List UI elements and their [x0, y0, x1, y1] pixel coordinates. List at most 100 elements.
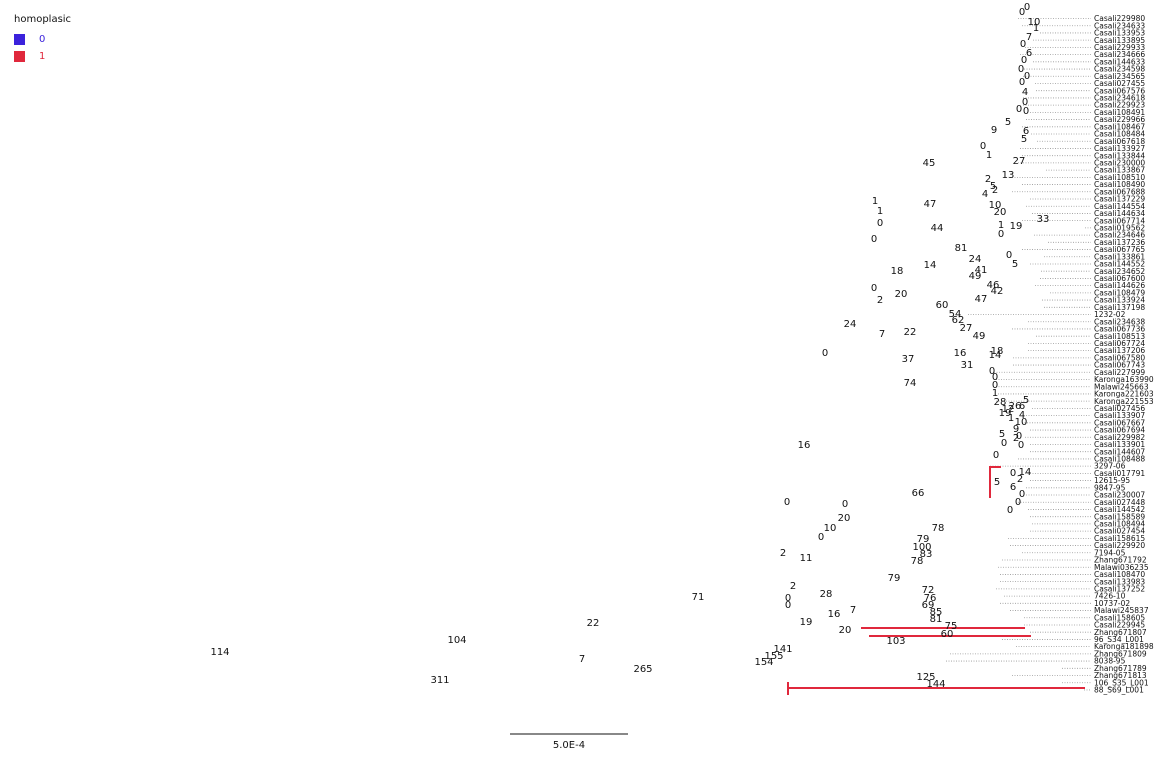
tip-label: Casali144552	[1094, 260, 1145, 269]
branch-length-label: 16	[954, 348, 967, 359]
branch-length-label: 0	[1016, 104, 1022, 115]
branch-length-label: 1	[1008, 413, 1014, 424]
branch-length-label: 24	[844, 319, 857, 330]
branch-length-label: 0	[1019, 7, 1025, 18]
tip-label: Zhang671813	[1094, 671, 1147, 680]
tip-label: 10737-02	[1094, 599, 1130, 608]
branch-length-label: 47	[975, 294, 988, 305]
branch-length-label: 6	[1026, 48, 1032, 59]
legend-swatch-1	[14, 51, 25, 62]
branch-length-label: 60	[941, 629, 954, 640]
scale-bar: 5.0E-4	[510, 733, 628, 751]
branch-length-label: 6	[1023, 126, 1029, 137]
branch-length-label: 1	[877, 206, 883, 217]
branch-length-label: 0	[1001, 438, 1007, 449]
branch-length-label: 28	[994, 397, 1007, 408]
tip-label: Casali234565	[1094, 72, 1145, 81]
tip-label: Casali108470	[1094, 570, 1145, 579]
legend-item-1[interactable]: 1	[14, 48, 71, 65]
branch-length-label: 0	[822, 348, 828, 359]
branch-length-label: 0	[1007, 505, 1013, 516]
branch-length-label: 0	[980, 141, 986, 152]
tip-label: Casali137229	[1094, 195, 1145, 204]
branch-length-label: 28	[820, 589, 833, 600]
tip-label: Casali017791	[1094, 469, 1145, 478]
branch-length-label: 46	[987, 280, 1000, 291]
branch-length-label: 0	[871, 234, 877, 245]
branch-length-label: 125	[916, 672, 935, 683]
legend-swatch-0	[14, 34, 25, 45]
branch-length-label: 41	[975, 265, 988, 276]
branch-length-label: 14	[1019, 467, 1032, 478]
branch-length-label: 5	[999, 429, 1005, 440]
branch-length-label: 49	[973, 331, 986, 342]
branch-length-label: 66	[912, 488, 925, 499]
branch-length-label: 104	[447, 635, 466, 646]
tip-label: Casali108510	[1094, 173, 1145, 182]
branch-length-label: 9	[1013, 424, 1019, 435]
branch-length-label: 5	[990, 181, 996, 192]
tip-label: 106_S35_L001	[1094, 678, 1149, 687]
branch-length-label: 0	[784, 497, 790, 508]
branch-length-label: 154	[754, 657, 773, 668]
tip-label: Casali133867	[1094, 166, 1145, 175]
branch-length-label: 2	[985, 174, 991, 185]
tip-label: Malawi245837	[1094, 606, 1149, 615]
branch-length-label: 14	[924, 260, 937, 271]
branch-length-label: 6	[1019, 401, 1025, 412]
branch-length-label: 5	[1005, 117, 1011, 128]
branch-length-label: 19	[999, 408, 1012, 419]
tip-label: Casali133924	[1094, 296, 1145, 305]
branch-length-label: 37	[902, 354, 915, 365]
tip-label: Casali019562	[1094, 223, 1145, 232]
branch-length-label: 0	[1016, 431, 1022, 442]
branch-length-label: 0	[1010, 468, 1016, 479]
branch-length-label: 4	[1019, 410, 1025, 421]
legend-label-0: 0	[39, 34, 46, 45]
tip-label: Casali234633	[1094, 21, 1145, 30]
legend-title: homoplasic	[14, 14, 72, 25]
tip-label: Zhang671789	[1094, 664, 1147, 673]
tip-label: Casali144633	[1094, 57, 1145, 66]
branch-length-label: 155	[764, 651, 783, 662]
branch-length-label: 62	[952, 315, 965, 326]
tip-label: Casali144634	[1094, 209, 1145, 218]
tip-label: Zhang671807	[1094, 628, 1147, 637]
homoplasic-branches	[787, 466, 1085, 695]
tip-label: Casali067736	[1094, 325, 1145, 334]
branch-length-label: 0	[1024, 2, 1030, 13]
branch-length-label: 5	[1023, 395, 1029, 406]
tip-label: Casali133901	[1094, 440, 1145, 449]
branch-length-label: 79	[888, 573, 901, 584]
branch-length-label: 42	[991, 286, 1004, 297]
legend-item-0[interactable]: 0	[14, 31, 71, 48]
branch-length-label: 0	[818, 532, 824, 543]
tip-label: Casali133895	[1094, 36, 1145, 45]
branch-length-label: 85	[930, 607, 943, 618]
branch-length-label: 0	[1022, 97, 1028, 108]
branch-length-label: 2	[1013, 433, 1019, 444]
tip-label: Casali227999	[1094, 368, 1145, 377]
branch-length-label: 311	[430, 675, 449, 686]
branch-length-label: 76	[924, 593, 937, 604]
tip-label: Casali133907	[1094, 411, 1145, 420]
branch-length-label: 0	[1015, 497, 1021, 508]
branch-length-label: 4	[982, 189, 988, 200]
branch-length-label: 18	[891, 266, 904, 277]
branch-length-label: 5	[1012, 259, 1018, 270]
tip-label: Casali234598	[1094, 65, 1145, 74]
branch-length-label: 47	[924, 199, 937, 210]
tip-label: Casali133953	[1094, 29, 1145, 38]
tip-label: Casali027455	[1094, 79, 1145, 88]
tip-label: Malawi245663	[1094, 382, 1149, 391]
branch-length-label: 0	[1023, 106, 1029, 117]
tip-label: Casali108491	[1094, 108, 1145, 117]
branch-length-label: 0	[1019, 77, 1025, 88]
tip-label: Casali067765	[1094, 245, 1145, 254]
tip-label: Casali108484	[1094, 130, 1145, 139]
branch-length-label: 2	[780, 548, 786, 559]
branch-length-label: 78	[911, 556, 924, 567]
branch-length-label: 81	[930, 614, 943, 625]
tip-label: Karonga221553	[1094, 397, 1154, 406]
